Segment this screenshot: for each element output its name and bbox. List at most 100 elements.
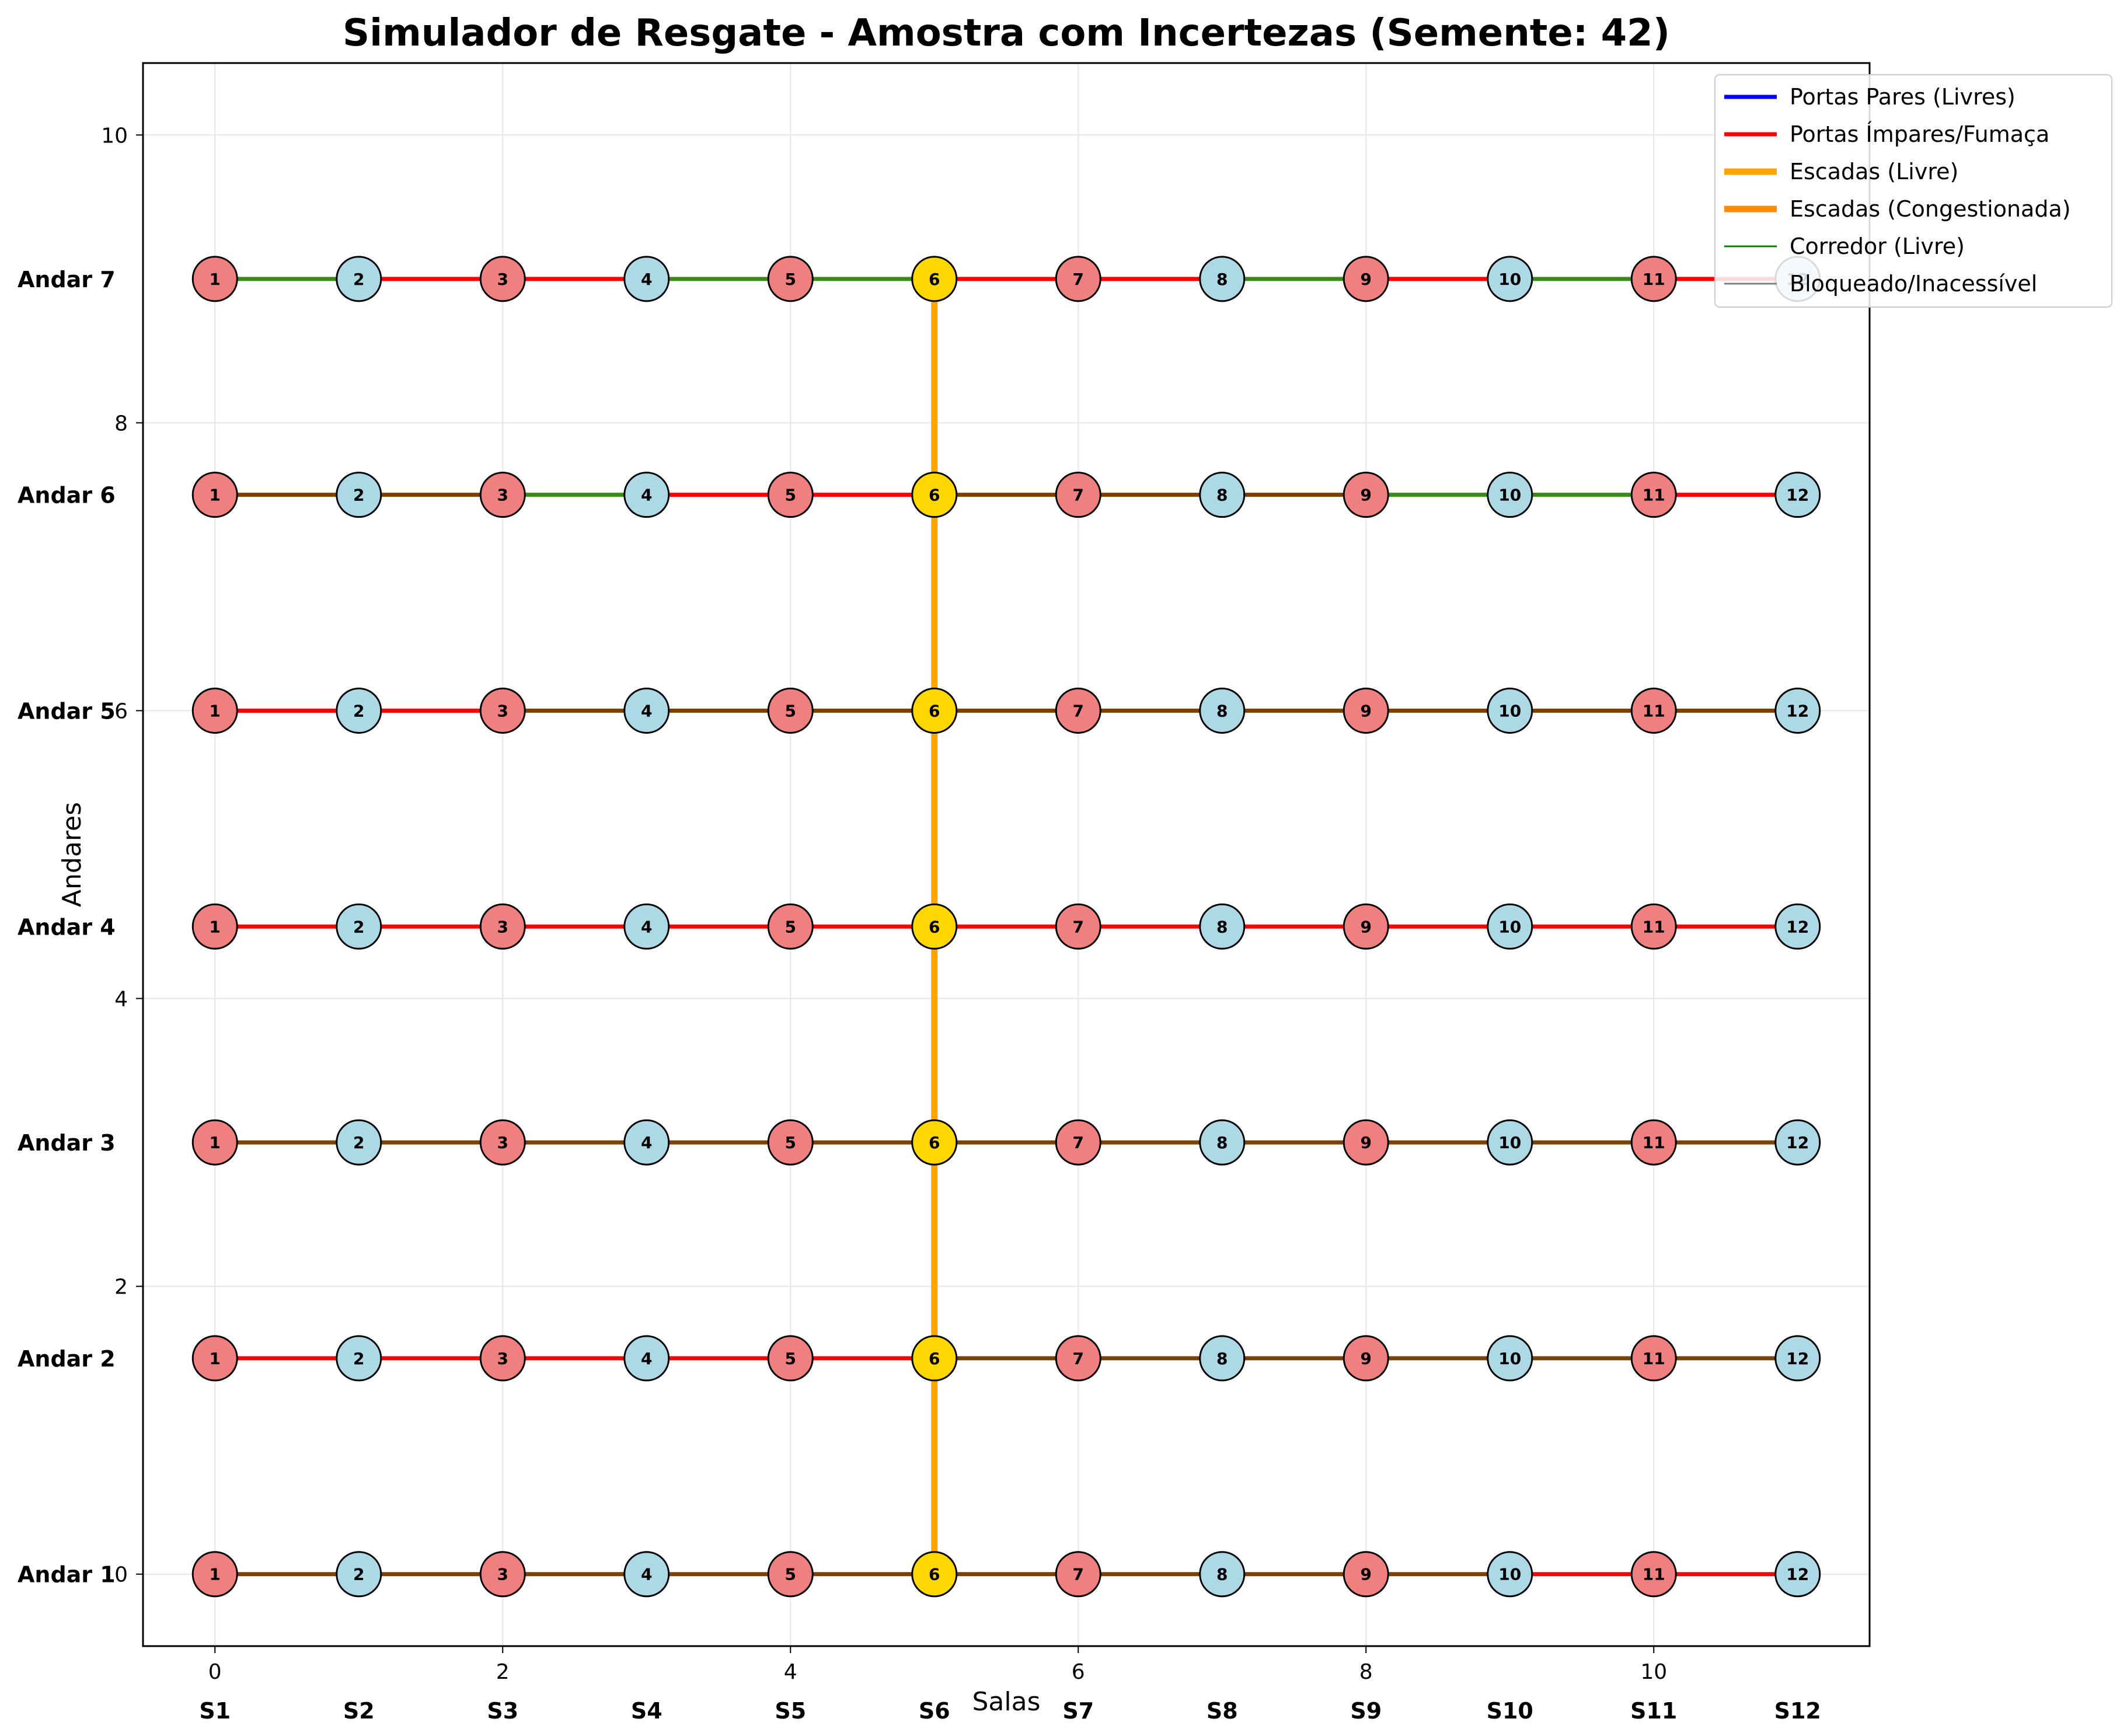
room-node-label: 2	[353, 1133, 364, 1152]
room-node	[1199, 472, 1246, 518]
room-node	[336, 1551, 382, 1598]
y-tick-label: 0	[114, 1563, 128, 1587]
room-node-label: 1	[210, 270, 221, 289]
room-node-label: 5	[785, 1565, 796, 1584]
legend-label: Escadas (Congestionada)	[1790, 196, 2071, 222]
room-node-label: 12	[1786, 917, 1809, 936]
room-node-label: 2	[353, 701, 364, 720]
room-node	[1343, 903, 1389, 950]
room-node-label: 10	[1498, 1565, 1521, 1584]
room-label: S10	[1487, 1698, 1533, 1724]
room-node-label: 10	[1498, 1133, 1521, 1152]
floor-label: Andar 4	[18, 914, 116, 940]
room-label: S7	[1062, 1698, 1094, 1724]
room-node-label: 11	[1643, 486, 1665, 505]
room-node-label: 9	[1361, 701, 1372, 720]
room-node	[911, 1119, 958, 1166]
room-node	[1630, 1335, 1677, 1382]
room-node	[1487, 903, 1533, 950]
room-node	[479, 1551, 526, 1598]
edges-layer	[215, 277, 1798, 1577]
room-node-label: 8	[1216, 917, 1228, 936]
room-node	[1199, 903, 1246, 950]
room-node	[1487, 1551, 1533, 1598]
room-node-label: 5	[785, 701, 796, 720]
room-label: S5	[775, 1698, 806, 1724]
grid-lines	[143, 63, 1870, 1646]
room-node	[191, 1119, 238, 1166]
room-node-label: 6	[929, 1349, 940, 1368]
y-tick-label: 4	[114, 988, 128, 1012]
y-tick-label: 10	[101, 124, 128, 148]
room-node-label: 1	[210, 701, 221, 720]
room-label: S1	[199, 1698, 231, 1724]
room-node-label: 8	[1216, 701, 1228, 720]
legend-label: Bloqueado/Inacessível	[1790, 271, 2037, 297]
room-node-label: 8	[1216, 1349, 1228, 1368]
room-node	[623, 472, 670, 518]
room-node	[1343, 1551, 1389, 1598]
room-node-label: 11	[1643, 701, 1665, 720]
room-node-label: 1	[210, 1133, 221, 1152]
room-node	[911, 1335, 958, 1382]
room-node	[1199, 256, 1246, 302]
room-node	[1774, 687, 1821, 734]
room-node-label: 10	[1498, 270, 1521, 289]
room-node-label: 5	[785, 486, 796, 505]
room-node	[1630, 1119, 1677, 1166]
room-node	[911, 1551, 958, 1598]
room-node	[1055, 1119, 1101, 1166]
room-node-label: 12	[1786, 1565, 1809, 1584]
room-node-label: 10	[1498, 701, 1521, 720]
floor-label: Andar 7	[18, 267, 116, 292]
room-node-label: 5	[785, 917, 796, 936]
room-node	[1774, 1551, 1821, 1598]
y-axis-label: Andares	[57, 802, 87, 907]
floor-label: Andar 6	[18, 483, 116, 508]
room-node	[1199, 1119, 1246, 1166]
room-node	[911, 256, 958, 302]
floor-label: Andar 3	[18, 1130, 116, 1156]
room-node	[1487, 1119, 1533, 1166]
room-node-label: 1	[210, 917, 221, 936]
room-node	[479, 1119, 526, 1166]
legend-label: Portas Ímpares/Fumaça	[1790, 121, 2049, 147]
room-node-label: 9	[1361, 270, 1372, 289]
room-node-label: 7	[1073, 1133, 1084, 1152]
room-node	[1055, 1335, 1101, 1382]
room-node-label: 12	[1786, 486, 1809, 505]
room-node-label: 7	[1073, 701, 1084, 720]
room-node-label: 7	[1073, 270, 1084, 289]
room-node	[911, 472, 958, 518]
room-node	[1487, 472, 1533, 518]
room-label: S3	[487, 1698, 518, 1724]
room-node-label: 7	[1073, 917, 1084, 936]
room-node-label: 3	[497, 1133, 508, 1152]
room-node	[623, 687, 670, 734]
room-node	[191, 687, 238, 734]
room-node	[336, 687, 382, 734]
room-node-label: 1	[210, 1565, 221, 1584]
room-node-label: 12	[1786, 701, 1809, 720]
room-node	[767, 1551, 814, 1598]
room-node	[767, 1119, 814, 1166]
room-node	[767, 903, 814, 950]
room-node-label: 5	[785, 1349, 796, 1368]
room-node	[1055, 903, 1101, 950]
room-node	[1774, 903, 1821, 950]
room-node-label: 12	[1786, 1133, 1809, 1152]
room-node	[191, 472, 238, 518]
legend: Portas Pares (Livres) Portas Ímpares/Fuma…	[1714, 74, 2112, 308]
room-node	[1199, 687, 1246, 734]
room-node-label: 6	[929, 1565, 940, 1584]
plot-frame	[142, 62, 1871, 1647]
room-node-label: 3	[497, 917, 508, 936]
room-node	[191, 256, 238, 302]
room-node-label: 9	[1361, 1565, 1372, 1584]
room-node	[1630, 1551, 1677, 1598]
room-node-label: 6	[929, 917, 940, 936]
chart-title: Simulador de Resgate - Amostra com Incer…	[343, 12, 1670, 55]
room-node-label: 2	[353, 917, 364, 936]
room-label: S11	[1630, 1698, 1677, 1724]
room-node-label: 3	[497, 1349, 508, 1368]
